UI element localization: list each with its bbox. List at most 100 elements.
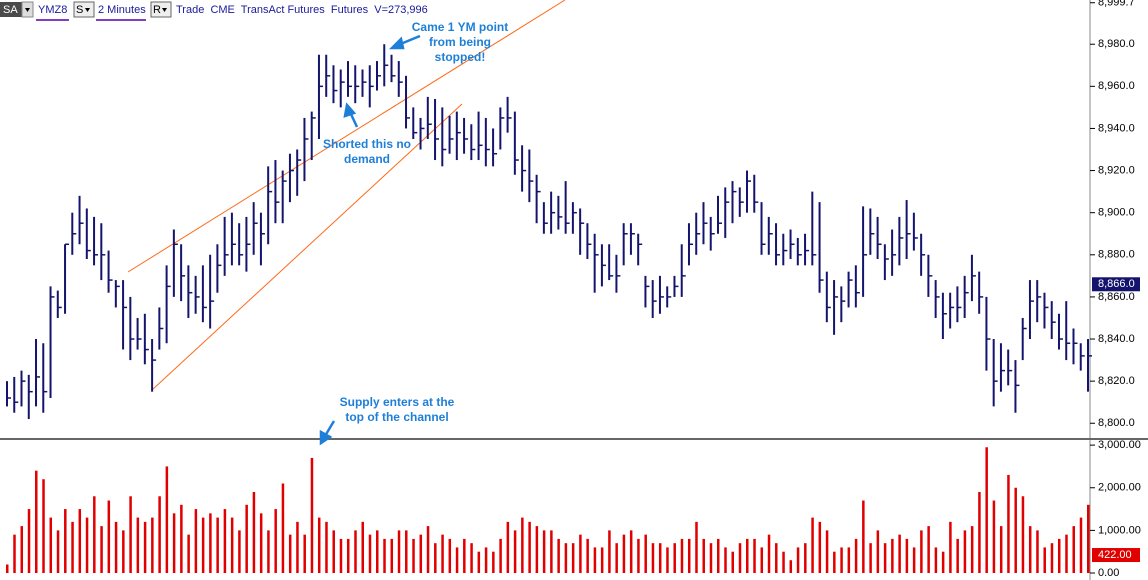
instrument-info: Trade CME TransAct Futures Futures V=273…	[176, 4, 428, 16]
volume-bar	[869, 543, 872, 574]
channel-upper	[127, 0, 566, 273]
y-tick-label: 1,000.00	[1098, 524, 1141, 536]
arrowhead	[388, 36, 405, 50]
volume-bar	[93, 496, 96, 574]
volume-bar	[35, 470, 38, 574]
y-tick-label: 8,999.7	[1098, 0, 1135, 9]
volume-bar	[789, 560, 793, 574]
volume-bar	[862, 500, 865, 574]
volume-bar	[920, 530, 923, 574]
volume-bar	[927, 526, 930, 574]
volume-bar	[746, 538, 749, 574]
volume-bar	[608, 530, 611, 574]
volume-bar	[593, 547, 597, 574]
y-tick-label: 8,920.0	[1098, 164, 1135, 176]
volume-bar	[368, 534, 372, 574]
volume-bar	[1021, 496, 1025, 574]
volume-bar	[680, 538, 684, 574]
volume-bar	[1072, 526, 1075, 574]
volume-bar	[970, 526, 974, 574]
volume-bar	[6, 564, 9, 574]
volume-bar	[876, 530, 880, 574]
volume-bar	[122, 530, 125, 574]
volume-bar	[767, 534, 771, 574]
arrowhead	[319, 429, 333, 446]
current-value-label: 422.00	[1098, 549, 1132, 561]
r-button: R	[153, 4, 161, 16]
volume-bar	[912, 547, 916, 574]
y-tick-label: 8,880.0	[1098, 249, 1135, 261]
volume-bar	[1036, 530, 1039, 574]
toolbar: SA YMZ8 S 2 Minutes R Trade CME TransAct…	[0, 1, 428, 21]
dropdown-arrow	[162, 8, 167, 12]
volume-bar	[13, 534, 16, 574]
volume-bar	[521, 517, 524, 574]
volume-bar	[107, 500, 111, 574]
arrow	[323, 420, 336, 437]
interval[interactable]: 2 Minutes	[98, 4, 146, 16]
s-button-box[interactable]	[73, 1, 95, 18]
volume-bar	[42, 479, 45, 574]
volume-bar	[579, 534, 582, 574]
volume-bar	[658, 543, 662, 574]
volume-bar	[564, 543, 568, 574]
channel-lower	[151, 103, 463, 391]
volume-bar	[956, 538, 959, 574]
volume-bar	[775, 543, 778, 574]
volume-bar	[550, 530, 553, 574]
volume-bar	[100, 526, 103, 574]
volume-bar	[390, 538, 394, 574]
volume-bar	[528, 521, 531, 574]
volume-bar	[158, 496, 161, 574]
annotation: Came 1 YM point	[412, 20, 508, 34]
volume-bar	[1087, 504, 1090, 574]
volume-bar	[506, 521, 510, 574]
volume-bar	[622, 534, 626, 574]
volume-bar	[666, 547, 669, 574]
volume-bar	[891, 538, 894, 574]
volume-bar	[325, 521, 328, 574]
volume-bar	[985, 447, 988, 574]
volume-bar	[376, 530, 379, 574]
y-tick-label: 0.00	[1098, 567, 1119, 579]
volume-bar	[165, 466, 169, 574]
volume-bar	[412, 538, 415, 574]
volume-bar	[20, 526, 24, 574]
volume-bar	[811, 517, 814, 574]
volume-bar	[216, 517, 219, 574]
volume-bar	[252, 492, 256, 574]
annotation: Shorted this no	[323, 137, 411, 151]
y-tick-label: 8,980.0	[1098, 38, 1135, 50]
volume-bar	[833, 551, 836, 574]
annotation: demand	[344, 152, 390, 166]
volume-bar	[1028, 526, 1032, 574]
volume-bar	[201, 517, 205, 574]
volume-bar	[709, 543, 713, 574]
symbol-set-box[interactable]	[0, 2, 22, 17]
volume-bar	[702, 538, 705, 574]
volume-bar	[738, 543, 742, 574]
y-tick-label: 8,940.0	[1098, 122, 1135, 134]
volume-bar	[463, 538, 466, 574]
arrowhead	[343, 102, 357, 118]
volume-bar	[637, 538, 640, 574]
r-button-box[interactable]	[150, 1, 172, 18]
volume-bar	[194, 509, 198, 574]
volume-bar	[136, 517, 140, 574]
symbol[interactable]: YMZ8	[38, 4, 67, 16]
volume-bar	[978, 492, 981, 574]
volume-bar	[731, 551, 735, 574]
volume-bar	[405, 530, 408, 574]
volume-bar	[1065, 534, 1068, 574]
y-tick-label: 3,000.00	[1098, 439, 1141, 451]
y-tick-label: 8,840.0	[1098, 333, 1135, 345]
annotation: from being	[429, 35, 491, 49]
volume-bar	[332, 530, 335, 574]
volume-bar	[854, 538, 858, 574]
volume-bar	[259, 513, 263, 574]
volume-bar	[49, 517, 53, 574]
volume-bar	[513, 530, 517, 574]
volume-bar	[78, 509, 82, 574]
symbol-set: SA	[3, 4, 18, 16]
volume-bar	[209, 513, 212, 574]
